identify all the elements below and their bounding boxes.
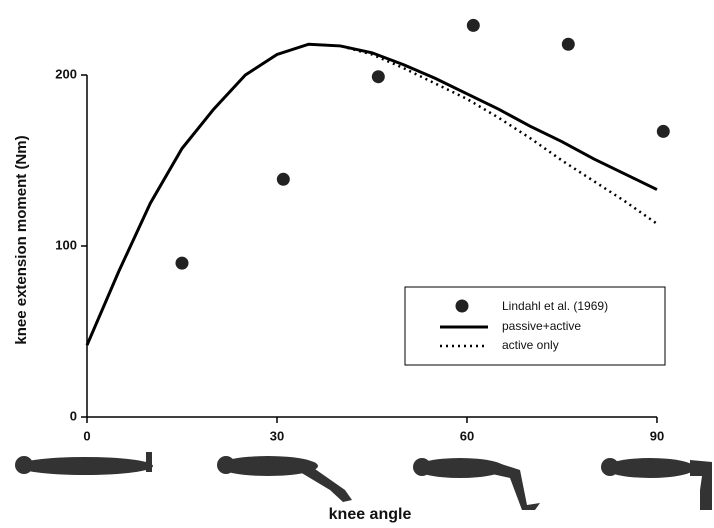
legend-label: Lindahl et al. (1969) <box>502 299 608 313</box>
y-axis-label: knee extension moment (Nm) <box>13 135 30 344</box>
x-tick-label: 90 <box>650 428 664 443</box>
posture-icons <box>15 452 712 510</box>
legend-label: active only <box>502 338 559 352</box>
y-tick-label: 200 <box>55 66 77 81</box>
scatter-point <box>372 70 385 83</box>
x-tick-label: 0 <box>83 428 90 443</box>
legend: Lindahl et al. (1969) passive+active activ… <box>405 287 665 365</box>
x-axis-label: knee angle <box>329 506 412 523</box>
x-tick-label: 60 <box>460 428 474 443</box>
scatter-point <box>657 125 670 138</box>
x-tick-label: 30 <box>270 428 284 443</box>
y-tick-label: 100 <box>55 237 77 252</box>
scatter-point <box>467 19 480 32</box>
scatter-point <box>562 38 575 51</box>
legend-marker <box>456 300 469 313</box>
scatter-point <box>175 257 188 270</box>
legend-label: passive+active <box>502 319 581 333</box>
chart: knee extension moment (Nm) knee angle Li… <box>0 0 714 528</box>
y-tick-label: 0 <box>70 408 77 423</box>
scatter-point <box>277 173 290 186</box>
